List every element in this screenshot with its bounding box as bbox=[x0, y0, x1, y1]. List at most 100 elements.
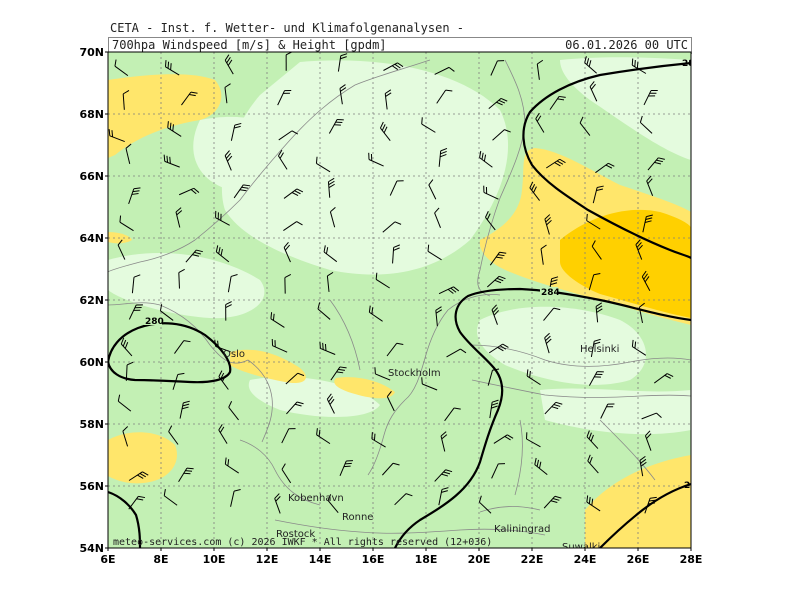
wind-barb bbox=[646, 175, 654, 196]
contour-south-west bbox=[108, 490, 142, 548]
wind-barb bbox=[392, 244, 401, 264]
wind-barb bbox=[224, 83, 231, 104]
wind-barb bbox=[421, 117, 436, 133]
wind-barb bbox=[436, 89, 453, 104]
wind-barb bbox=[327, 494, 339, 514]
lon-tick-label: 14E bbox=[309, 553, 332, 566]
wind-barb bbox=[493, 434, 514, 444]
wind-barb bbox=[540, 244, 547, 265]
wind-barb bbox=[215, 210, 230, 226]
wind-barb bbox=[600, 403, 615, 419]
wind-barb bbox=[283, 241, 291, 263]
wind-barb bbox=[544, 332, 552, 354]
coastlines bbox=[108, 59, 691, 536]
lat-tick-label: 68N bbox=[79, 108, 104, 121]
wind-barb bbox=[178, 187, 200, 196]
city-label-kobenhavn: Kobenhavn bbox=[288, 493, 344, 504]
wind-barb bbox=[579, 116, 591, 136]
wind-barb bbox=[421, 377, 438, 391]
wind-barb bbox=[484, 211, 496, 231]
wind-barb bbox=[535, 112, 545, 133]
wind-barb bbox=[163, 154, 180, 168]
wind-barb bbox=[389, 180, 404, 196]
wind-barb bbox=[592, 185, 604, 204]
wind-barb bbox=[489, 399, 499, 419]
wind-barb bbox=[643, 89, 658, 106]
lat-tick-label: 54N bbox=[79, 542, 104, 555]
wind-barb bbox=[315, 156, 331, 173]
lon-tick-label: 24E bbox=[574, 553, 597, 566]
wind-barb bbox=[330, 366, 347, 381]
wind-barb bbox=[271, 338, 288, 353]
wind-barb bbox=[281, 463, 292, 484]
latitude-axis: 70N 68N 66N 64N 62N 60N 58N 56N 54N bbox=[79, 46, 108, 555]
wind-barbs bbox=[108, 52, 674, 514]
wind-barb bbox=[277, 90, 292, 106]
wind-barb bbox=[379, 121, 391, 142]
wind-barb bbox=[117, 394, 132, 412]
wind-barb bbox=[438, 147, 448, 167]
wind-barb bbox=[483, 185, 499, 200]
wind-barb bbox=[434, 469, 453, 482]
wind-barb bbox=[438, 487, 449, 506]
contour-label-group: 280 284 288 284 bbox=[144, 59, 691, 491]
wind-barb bbox=[595, 162, 615, 174]
wind-barb bbox=[284, 274, 292, 294]
height-contours bbox=[108, 61, 691, 548]
wind-barb bbox=[175, 207, 183, 228]
wind-barb bbox=[286, 401, 304, 415]
city-label-oslo: Oslo bbox=[223, 349, 245, 360]
wind-barb bbox=[434, 207, 441, 228]
wind-barb bbox=[381, 462, 400, 476]
lon-tick-label: 12E bbox=[256, 553, 279, 566]
wind-barb bbox=[489, 251, 507, 266]
city-label-suwalki: Suwalki bbox=[562, 542, 600, 553]
contour-280-west bbox=[108, 322, 232, 384]
wind-barb bbox=[642, 214, 653, 233]
wind-barb bbox=[108, 129, 125, 143]
wind-barb bbox=[326, 271, 334, 292]
wind-barb bbox=[526, 432, 541, 448]
wind-barb bbox=[589, 81, 598, 102]
wind-barb bbox=[488, 343, 509, 354]
wind-barb bbox=[549, 95, 566, 110]
wind-barb bbox=[185, 249, 203, 263]
wind-barb bbox=[178, 467, 194, 483]
lat-tick-label: 64N bbox=[79, 232, 104, 245]
contour-288-north bbox=[522, 61, 691, 259]
contour-south-east bbox=[599, 482, 691, 548]
wind-barb bbox=[181, 91, 198, 106]
wind-barb bbox=[382, 221, 402, 233]
wind-barb bbox=[323, 245, 338, 263]
wind-barb bbox=[427, 244, 442, 261]
wind-barb bbox=[487, 275, 506, 288]
wind-barb bbox=[224, 457, 239, 474]
wind-barb bbox=[543, 495, 562, 509]
wind-barb bbox=[228, 401, 239, 421]
wind-barb bbox=[375, 272, 390, 289]
wind-barb bbox=[588, 371, 604, 386]
wind-barb bbox=[218, 424, 228, 444]
wind-barb bbox=[653, 373, 674, 384]
chart-datetime: 06.01.2026 00 UTC bbox=[565, 38, 688, 52]
wind-barb bbox=[281, 428, 296, 444]
lat-tick-label: 56N bbox=[79, 480, 104, 493]
wind-barb bbox=[224, 150, 233, 171]
wind-barb bbox=[434, 66, 455, 75]
wind-barb bbox=[167, 121, 182, 137]
wind-barb bbox=[117, 239, 126, 260]
wind-barb bbox=[386, 390, 395, 412]
wind-barb bbox=[544, 214, 552, 235]
wind-barb bbox=[444, 407, 461, 422]
wind-barb bbox=[122, 426, 129, 447]
wind-barb bbox=[368, 305, 383, 322]
wind-barb bbox=[488, 97, 508, 110]
wind-barb bbox=[384, 89, 392, 110]
wind-barb bbox=[283, 221, 303, 231]
wind-barb bbox=[233, 184, 251, 199]
wind-barb bbox=[164, 60, 180, 76]
wind-barb bbox=[319, 341, 336, 355]
wind-barb bbox=[544, 401, 563, 415]
wind-barb bbox=[641, 270, 651, 291]
